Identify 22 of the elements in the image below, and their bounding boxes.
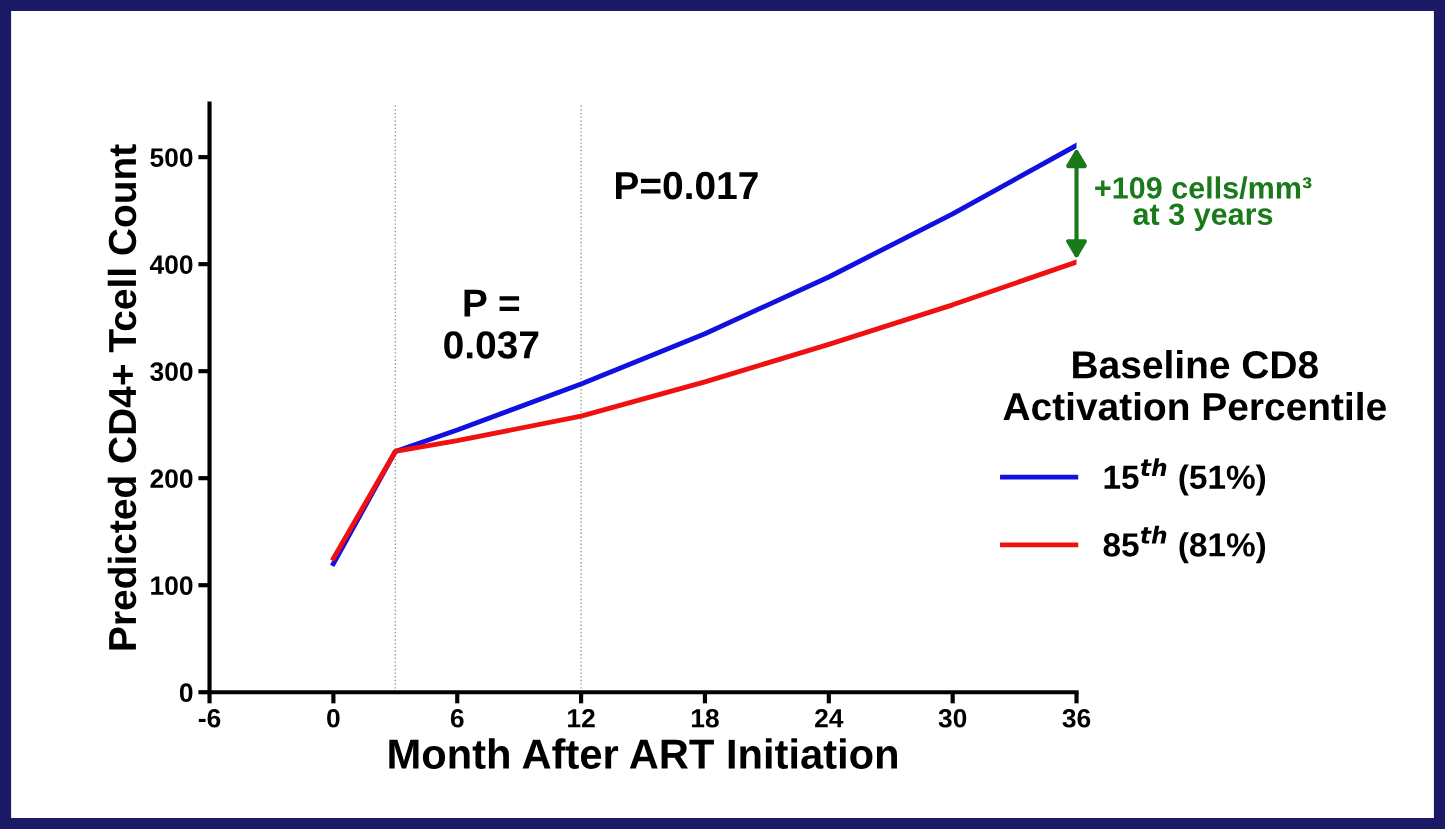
x-tick-label: 6: [450, 708, 464, 728]
x-tick-label: 18: [691, 708, 719, 728]
annotation: P = 0.037: [444, 289, 539, 359]
text: +109 cells/mm³ at 3 years: [1095, 176, 1312, 232]
x-axis-title: Month After ART Initiation: [389, 738, 897, 769]
x-tick-label: 24: [815, 708, 844, 728]
y-tick-label: 0: [179, 683, 193, 703]
y-tick-label: 300: [150, 362, 193, 382]
y-tick-label: 100: [151, 576, 193, 596]
y-axis-title: Predicted CD4+ Tcell Count: [107, 144, 137, 650]
y-tick-label: 400: [149, 255, 193, 274]
y-tick-label: 500: [150, 148, 193, 167]
x-tick-label: 12: [568, 708, 595, 728]
y-tick-label: 200: [150, 469, 193, 488]
legend-title: Baseline CD8 Activation Percentile: [1003, 350, 1386, 421]
legend-label: 85$^{th}$ (81%): [1103, 525, 1266, 564]
x-tick-label: 0: [327, 708, 340, 728]
x-tick-label: -6: [198, 708, 221, 728]
annotation: P=0.017: [616, 171, 758, 200]
legend-label: 15$^{th}$ (51%): [1104, 458, 1266, 496]
x-tick-label: 30: [938, 708, 967, 728]
x-tick-label: 36: [1062, 708, 1091, 728]
